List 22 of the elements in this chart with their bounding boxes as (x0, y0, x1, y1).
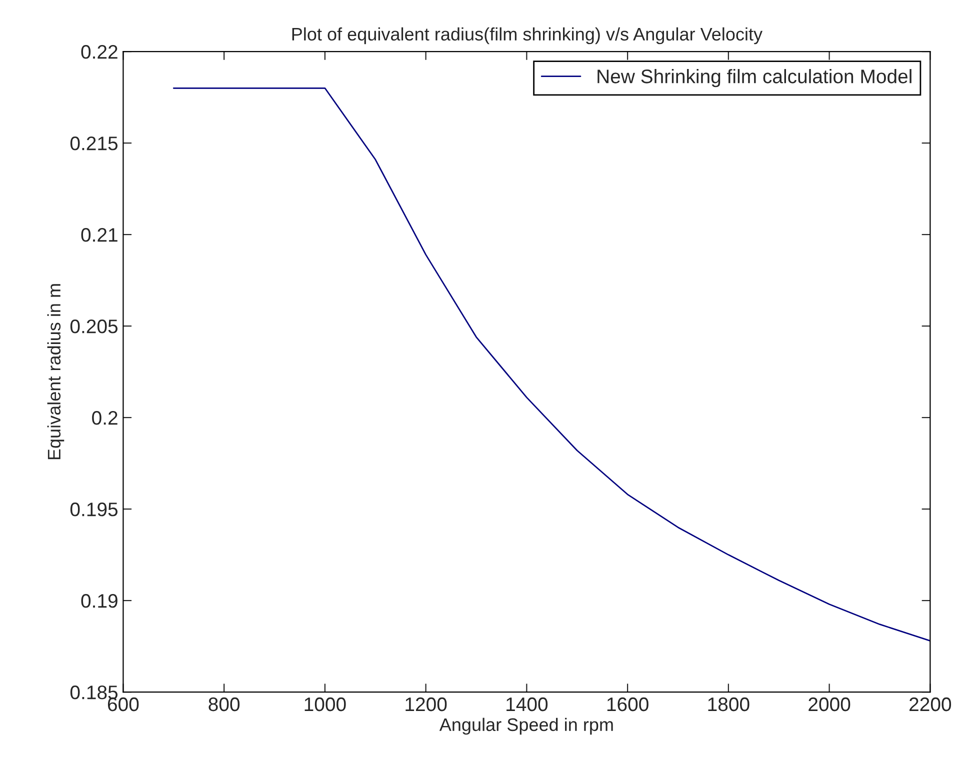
x-tick-label: 1800 (708, 697, 750, 712)
line-series (172, 87, 930, 642)
y-tick-label: 0.2 (92, 411, 118, 425)
x-tick-label: 800 (208, 697, 240, 712)
x-tick-label: 2200 (910, 697, 952, 712)
x-tick-label: 1200 (406, 697, 447, 712)
y-tick-label: 0.19 (81, 594, 118, 608)
y-tick-label: 0.205 (70, 320, 118, 334)
x-tick-label: 1400 (506, 697, 548, 712)
x-axis-title: Angular Speed in rpm (439, 718, 613, 735)
y-tick-label: 0.195 (70, 502, 118, 516)
x-tick-label: 1000 (304, 697, 346, 712)
x-tick-label: 2000 (808, 697, 850, 712)
legend-label: New Shrinking film calculation Model (598, 69, 912, 88)
x-tick-label: 600 (108, 697, 139, 712)
y-tick-label: 0.215 (70, 136, 118, 150)
y-axis-title: Equivalent radius in m (47, 284, 64, 460)
y-tick-label: 0.21 (81, 228, 118, 242)
x-tick-label: 1600 (607, 697, 648, 712)
y-tick-label: 0.22 (81, 45, 118, 59)
y-tick-label: 0.185 (70, 686, 118, 700)
chart-title: Plot of equivalent radius(film shrinking) v/s Angular Velocity (292, 27, 762, 44)
